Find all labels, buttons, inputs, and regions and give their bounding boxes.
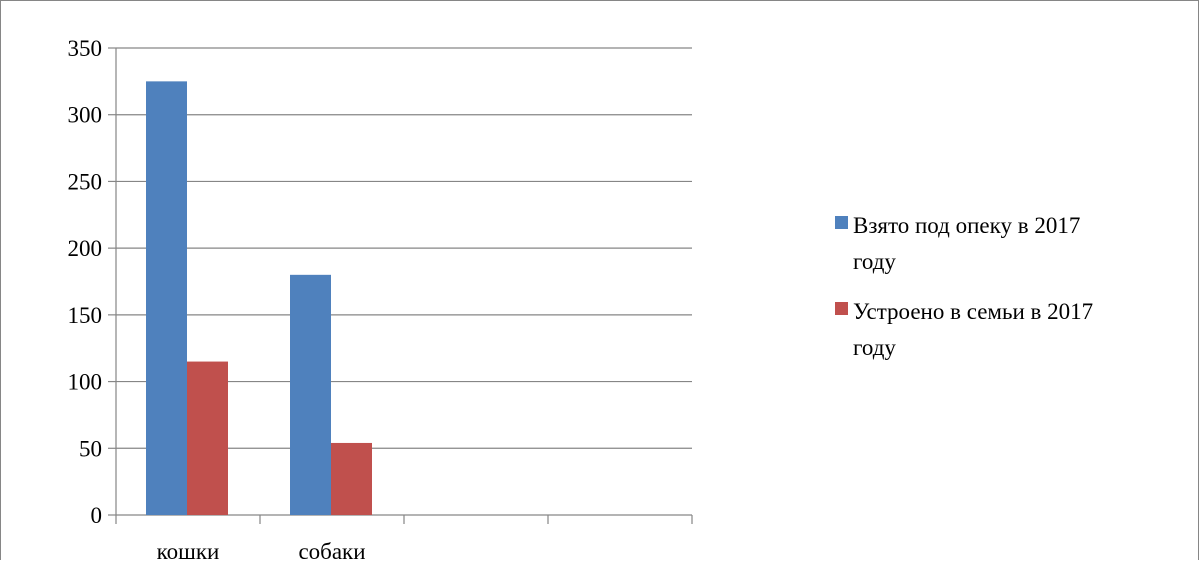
y-tick-label: 350 — [68, 36, 103, 61]
legend-label-1-line-0: Устроено в семьи в 2017 — [853, 299, 1093, 324]
y-tick-label: 0 — [91, 503, 103, 528]
bar-adopted-1 — [331, 442, 372, 515]
y-tick-label: 200 — [68, 236, 103, 261]
x-category-label: кошки — [157, 539, 220, 561]
legend-label-0-line-1: году — [853, 249, 896, 274]
bar-adopted-0 — [187, 361, 228, 515]
y-tick-label: 100 — [68, 370, 103, 395]
legend-swatch-1 — [835, 302, 848, 315]
y-tick-label: 150 — [68, 303, 103, 328]
legend-label-1-line-1: году — [853, 335, 896, 360]
x-category-label: собаки — [298, 539, 365, 561]
y-tick-label: 300 — [68, 103, 103, 128]
bar-taken-0 — [146, 81, 187, 515]
y-tick-label: 50 — [79, 436, 102, 461]
legend-swatch-0 — [835, 216, 848, 229]
legend-label-0-line-0: Взято под опеку в 2017 — [853, 213, 1080, 238]
y-tick-label: 250 — [68, 169, 103, 194]
bar-taken-1 — [290, 274, 331, 515]
